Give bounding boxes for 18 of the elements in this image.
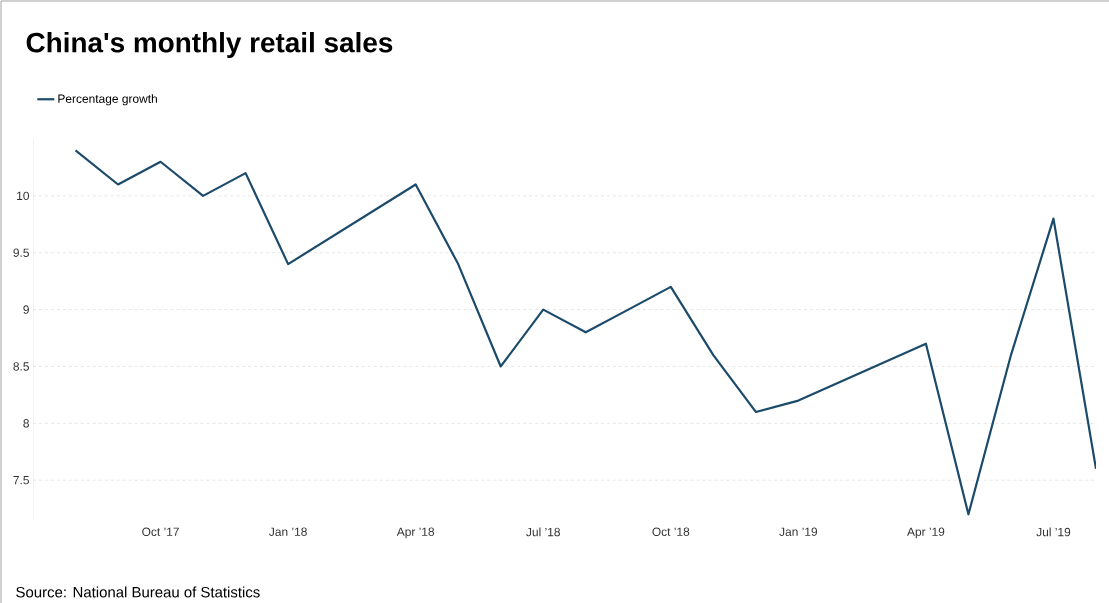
source-note: Source: National Bureau of Statistics (16, 586, 260, 598)
x-tick-label: Apr ’19 (906, 527, 945, 539)
y-tick-label: 9.5 (13, 248, 29, 257)
x-tick-label: Jul ’18 (526, 527, 560, 537)
line-series (74, 149, 1096, 516)
legend-label: Percentage growth (58, 94, 157, 106)
y-tick-label: 8 (23, 419, 29, 428)
x-tick-label: Apr ’18 (396, 527, 435, 539)
x-tick-label: Jan ’18 (269, 527, 307, 536)
x-tick-label: Oct ’18 (652, 527, 690, 536)
y-tick-label: 7.5 (13, 476, 29, 485)
x-tick-label: Oct ’17 (142, 527, 179, 536)
x-tick-label: Jan ’19 (779, 527, 818, 536)
x-tick-label: Jul ’19 (1036, 527, 1071, 537)
y-tick-label: 8.5 (13, 362, 29, 371)
chart-title: China's monthly retail sales (26, 32, 393, 58)
y-tick-label: 9 (23, 305, 29, 314)
y-tick-label: 10 (17, 191, 30, 201)
